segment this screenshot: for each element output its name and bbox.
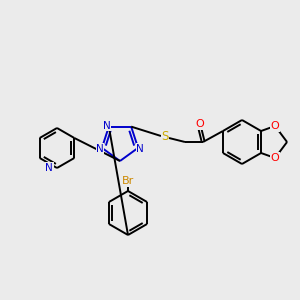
Text: S: S	[161, 130, 169, 143]
Text: N: N	[103, 121, 111, 130]
Text: O: O	[196, 119, 204, 129]
Text: O: O	[271, 153, 279, 163]
Text: N: N	[45, 163, 53, 173]
Text: Br: Br	[122, 176, 134, 186]
Text: N: N	[136, 144, 144, 154]
Text: O: O	[271, 121, 279, 131]
Text: N: N	[96, 144, 104, 154]
